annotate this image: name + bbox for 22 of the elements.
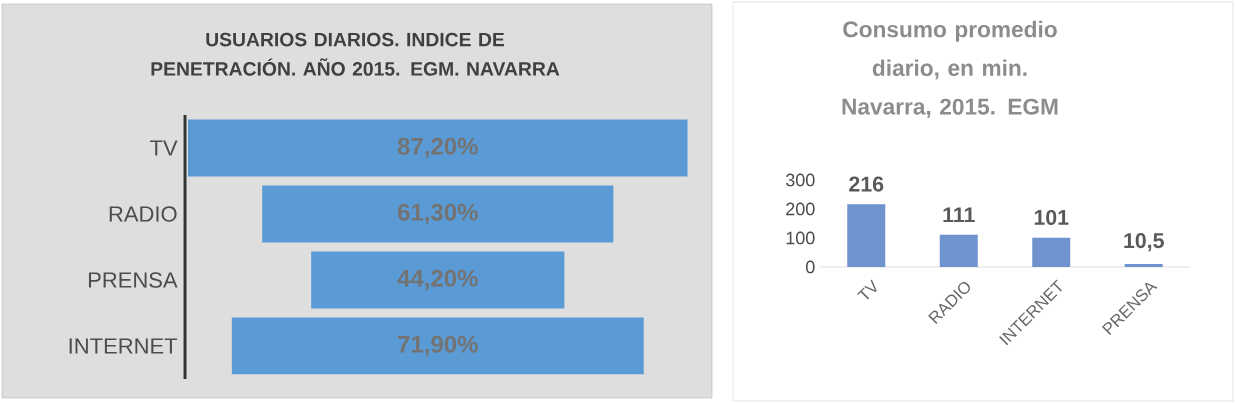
bar — [939, 234, 978, 267]
data-label: 61,30% — [397, 203, 478, 225]
data-label: 101 — [1034, 209, 1069, 225]
y-tick-label: 200 — [786, 202, 815, 216]
data-label: 216 — [849, 176, 884, 192]
y-tick-label: 0 — [805, 260, 815, 274]
y-tick-label: 100 — [786, 231, 815, 245]
y-tick-label: 300 — [785, 173, 815, 187]
bar — [1124, 263, 1163, 267]
bar — [847, 204, 886, 267]
chart-title: Consumo promedio diario, en min. Navarra, 2015. EGM — [842, 20, 1058, 118]
data-label: 44,20% — [397, 269, 478, 291]
bar — [1032, 237, 1071, 267]
category-label: INTERNET — [69, 338, 178, 354]
data-label: 87,20% — [397, 137, 478, 159]
category-label: TV — [150, 140, 178, 156]
text: USUARIOS DIARIOS. INDICE DE PENETRACIÓN. AÑO 2015. EGM. NAVARRA — [151, 32, 560, 76]
data-label: 71,90% — [398, 335, 478, 357]
category-label: RADIO — [109, 206, 177, 222]
x-tick-label: TV — [857, 279, 877, 300]
data-label: 10,5 — [1124, 233, 1164, 252]
data-label: 111 — [943, 207, 975, 223]
